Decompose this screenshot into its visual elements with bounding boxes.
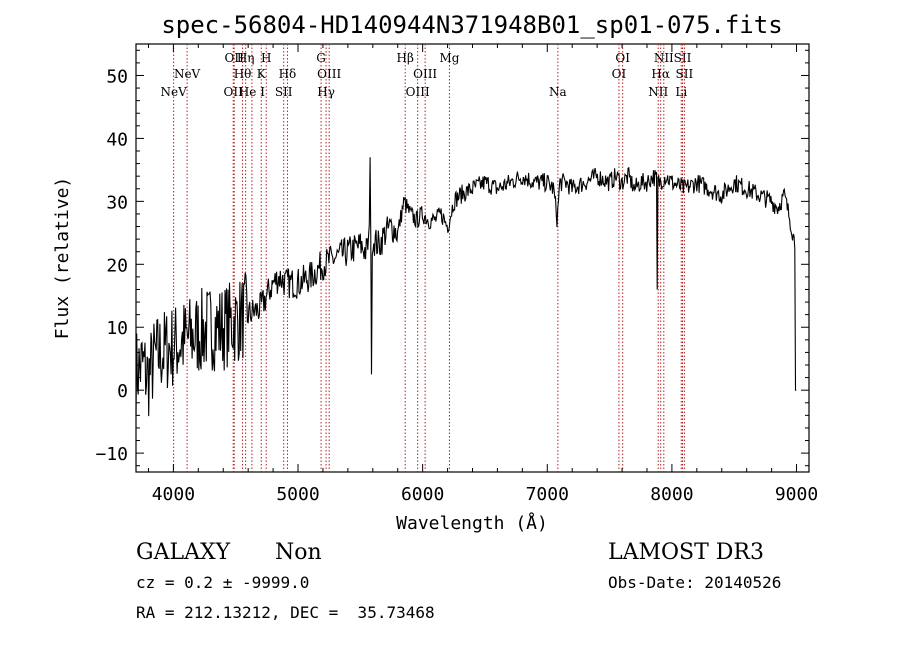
emission-line-label: OIII bbox=[413, 67, 437, 81]
emission-line-label: Hη bbox=[237, 51, 255, 65]
y-tick-label: 30 bbox=[106, 192, 128, 213]
y-axis-ticks: −10 0 10 20 30 40 50 bbox=[95, 49, 809, 467]
emission-line-label: Na bbox=[549, 85, 567, 99]
y-tick-label: 10 bbox=[106, 318, 128, 339]
emission-line-label: Hγ bbox=[317, 85, 335, 99]
x-tick-label: 8000 bbox=[650, 484, 693, 505]
emission-line-label: Li bbox=[675, 85, 687, 99]
spectrum-series-group bbox=[135, 157, 797, 417]
x-axis-label: Wavelength (Å) bbox=[396, 512, 548, 534]
x-tick-label: 7000 bbox=[526, 484, 569, 505]
x-axis-ticks: 4000 5000 6000 7000 8000 9000 bbox=[147, 44, 818, 505]
emission-line-label: H bbox=[261, 51, 271, 65]
object-class: GALAXY bbox=[136, 540, 231, 565]
emission-line-label: NII bbox=[648, 85, 668, 99]
plot-frame bbox=[135, 43, 810, 473]
y-tick-label: 20 bbox=[106, 255, 128, 276]
x-tick-label: 9000 bbox=[775, 484, 818, 505]
emission-line-label: Hβ bbox=[396, 51, 413, 65]
emission-line-label: G bbox=[316, 51, 326, 65]
y-tick-label: −10 bbox=[95, 444, 128, 465]
emission-line-label: SII bbox=[676, 67, 694, 81]
emission-line-label: OII bbox=[224, 85, 244, 99]
emission-line-label: NeV bbox=[160, 85, 187, 99]
y-axis-label: Flux (relative) bbox=[52, 177, 73, 340]
emission-line-label: Mg bbox=[439, 51, 459, 65]
y-tick-label: 0 bbox=[117, 381, 128, 402]
emission-line-label: K bbox=[257, 67, 267, 81]
emission-line-label: OII bbox=[225, 51, 245, 65]
redshift-cz: cz = 0.2 ± -9999.0 bbox=[136, 573, 309, 592]
y-tick-label: 40 bbox=[106, 129, 128, 150]
emission-line-label: SII bbox=[674, 51, 692, 65]
x-tick-label: 5000 bbox=[276, 484, 319, 505]
emission-line-label: Hδ bbox=[279, 67, 297, 81]
emission-line-markers bbox=[173, 44, 685, 472]
spectrum-line bbox=[135, 157, 797, 417]
emission-line-label: OIII bbox=[317, 67, 341, 81]
emission-line-label: OI bbox=[615, 51, 630, 65]
survey-name: LAMOST DR3 bbox=[608, 540, 764, 565]
y-tick-label: 50 bbox=[106, 66, 128, 87]
x-tick-label: 4000 bbox=[152, 484, 195, 505]
emission-line-label: OI bbox=[612, 67, 627, 81]
obs-date: Obs-Date: 20140526 bbox=[608, 573, 781, 592]
x-tick-label: 6000 bbox=[401, 484, 444, 505]
emission-line-label: OIII bbox=[406, 85, 430, 99]
emission-line-label: SII bbox=[275, 85, 293, 99]
coordinates: RA = 212.13212, DEC = 35.73468 bbox=[136, 603, 435, 622]
emission-line-label: NII bbox=[654, 51, 674, 65]
emission-line-label: Hθ bbox=[234, 67, 252, 81]
emission-line-label: He I bbox=[239, 85, 265, 99]
chart-title: spec-56804-HD140944N371948B01_sp01-075.f… bbox=[161, 11, 782, 39]
object-subclass: Non bbox=[275, 540, 322, 565]
emission-line-label: Hα bbox=[651, 67, 670, 81]
emission-line-label: NeV bbox=[174, 67, 201, 81]
